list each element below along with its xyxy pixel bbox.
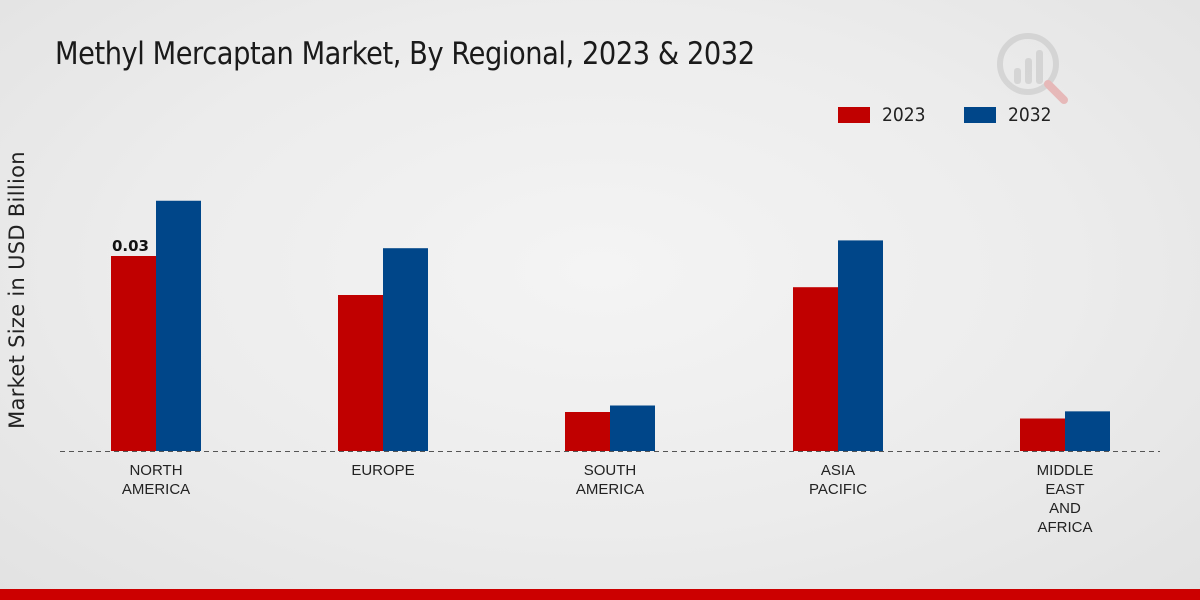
legend-label-2032: 2032 bbox=[1008, 104, 1052, 126]
bar-2032-asia-pacific bbox=[838, 240, 883, 451]
legend-item-2032: 2032 bbox=[964, 104, 1056, 126]
bar-2032-europe bbox=[383, 248, 428, 451]
bar-2023-europe bbox=[338, 295, 383, 451]
chart-legend: 2023 2032 bbox=[838, 104, 1091, 126]
bar-2032-middle-east-and-africa bbox=[1065, 411, 1110, 451]
x-tick-label: SOUTH bbox=[584, 462, 637, 479]
bar-2032-south-america bbox=[610, 405, 655, 451]
bar-2023-north-america bbox=[111, 256, 156, 451]
bottom-accent-bar bbox=[0, 589, 1200, 600]
bar-2023-south-america bbox=[565, 412, 610, 451]
chart-title: Methyl Mercaptan Market, By Regional, 20… bbox=[55, 36, 755, 72]
bar-2032-north-america bbox=[156, 200, 201, 451]
x-tick-label: AND bbox=[1049, 500, 1081, 517]
x-tick-label: NORTH bbox=[129, 462, 182, 479]
x-tick-label: MIDDLE bbox=[1037, 462, 1094, 479]
x-tick-label: PACIFIC bbox=[809, 481, 867, 498]
data-label: 0.03 bbox=[112, 237, 149, 255]
x-tick-label: AMERICA bbox=[576, 481, 644, 498]
bar-2023-asia-pacific bbox=[793, 287, 838, 451]
legend-swatch-2023 bbox=[838, 107, 870, 123]
x-tick-label: EAST bbox=[1045, 481, 1084, 498]
x-tick-label: EUROPE bbox=[351, 462, 414, 479]
legend-swatch-2032 bbox=[964, 107, 997, 123]
x-tick-label: AMERICA bbox=[122, 481, 190, 498]
bar-2023-middle-east-and-africa bbox=[1020, 418, 1065, 451]
x-tick-label: ASIA bbox=[821, 462, 855, 479]
brand-logo-icon bbox=[994, 30, 1074, 110]
x-tick-label: AFRICA bbox=[1037, 519, 1092, 536]
legend-label-2023: 2023 bbox=[882, 104, 926, 126]
legend-item-2023: 2023 bbox=[838, 104, 930, 126]
